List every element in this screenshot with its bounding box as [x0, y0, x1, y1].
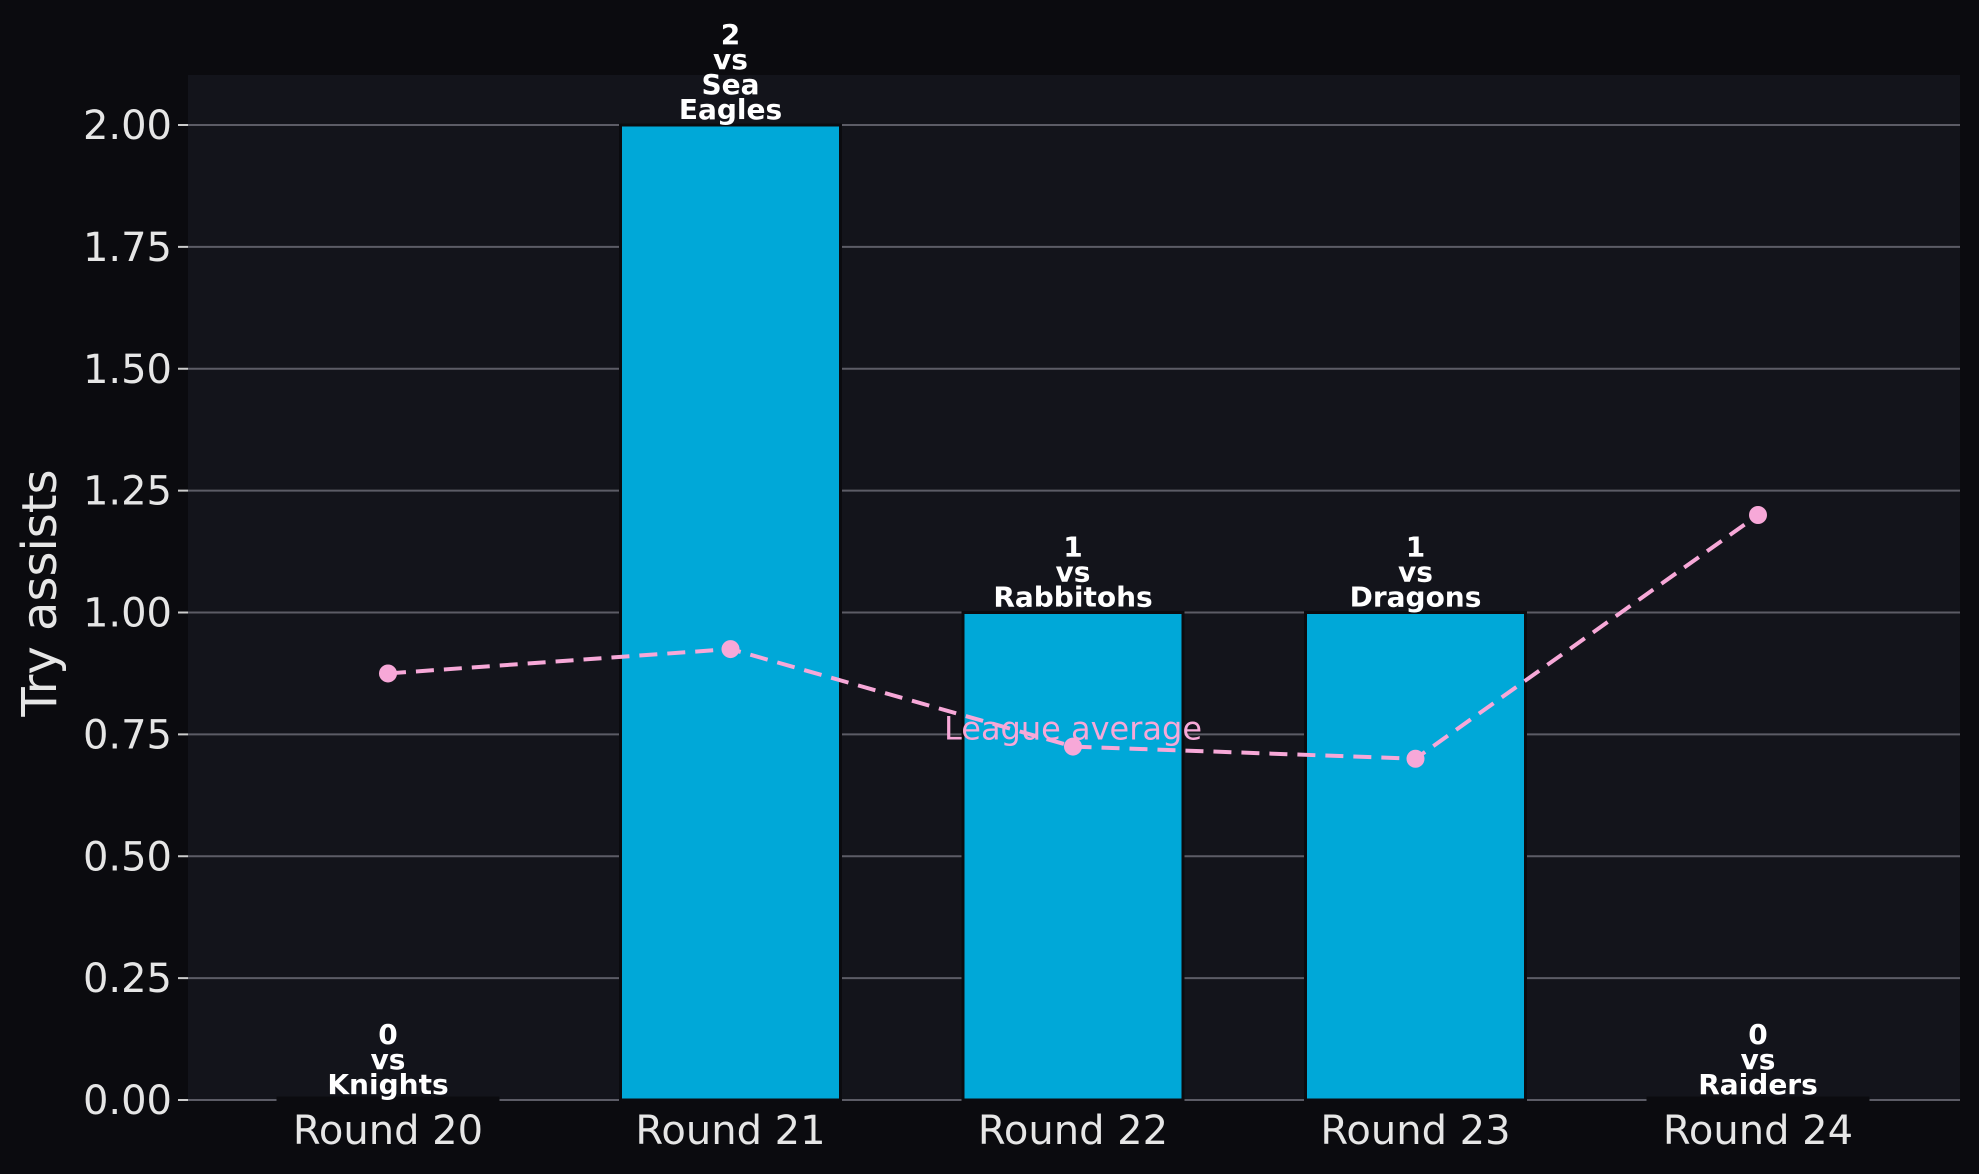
bar-data-label: Sea	[701, 68, 759, 101]
league-average-line: League average	[379, 506, 1767, 768]
y-tick-label: 0.75	[83, 712, 172, 758]
x-tick-label: Round 24	[1663, 1108, 1853, 1154]
bar-data-label: vs	[1398, 556, 1433, 589]
bar-data-label: 2	[721, 18, 740, 51]
league-average-point	[379, 664, 397, 683]
league-average-label: League average	[944, 710, 1202, 748]
y-axis-label: Try assists	[12, 469, 68, 717]
y-tick-label: 1.50	[83, 347, 172, 393]
bar-data-label: 0	[1748, 1018, 1767, 1051]
league-average-point	[721, 640, 740, 659]
bars	[276, 123, 1870, 1102]
bar	[619, 123, 842, 1102]
bar	[276, 1096, 500, 1102]
bar-data-label: Rabbitohs	[993, 581, 1152, 614]
league-average-point	[1406, 749, 1425, 768]
bar-data-label: vs	[1741, 1043, 1776, 1076]
y-tick-label: 2.00	[83, 103, 172, 149]
bar-data-label: Eagles	[679, 93, 782, 126]
league-average-series-line	[387, 513, 1760, 761]
x-tick-label: Round 20	[293, 1108, 483, 1154]
bar-data-label: vs	[371, 1043, 406, 1076]
y-tick-label: 0.25	[83, 956, 172, 1002]
x-tick-label: Round 22	[978, 1108, 1168, 1154]
y-tick-label: 0.00	[83, 1078, 172, 1124]
y-axis-ticks: 0.00 0.25 0.50 0.75 1.00 1.25 1.50 1.75 2.00	[83, 103, 188, 1124]
bar	[1646, 1096, 1870, 1102]
bar-data-label: 0	[378, 1018, 397, 1051]
y-tick-label: 1.00	[83, 591, 172, 637]
bar	[1304, 611, 1527, 1102]
bar-data-label: Raiders	[1698, 1068, 1818, 1101]
bar	[961, 611, 1185, 1102]
league-average-point	[1064, 737, 1082, 756]
y-tick-label: 1.25	[83, 469, 172, 515]
x-tick-label: Round 21	[635, 1108, 825, 1154]
league-average-point	[1749, 506, 1767, 524]
bar-data-label: 1	[1406, 531, 1425, 564]
bar-data-label: 1	[1063, 531, 1082, 564]
bar-data-label: vs	[713, 43, 748, 76]
y-tick-label: 1.75	[83, 225, 172, 271]
bar-labels: 0vsKnights2vsSeaEagles1vsRabbitohs1vsDra…	[327, 18, 1817, 1101]
x-axis-ticks: Round 20 Round 21 Round 22 Round 23 Round 24	[293, 1108, 1853, 1154]
y-tick-label: 0.50	[83, 834, 172, 880]
bar-data-label: vs	[1056, 556, 1091, 589]
bar-data-label: Knights	[327, 1068, 448, 1101]
bar-data-label: Dragons	[1350, 581, 1482, 614]
x-tick-label: Round 23	[1320, 1108, 1510, 1154]
